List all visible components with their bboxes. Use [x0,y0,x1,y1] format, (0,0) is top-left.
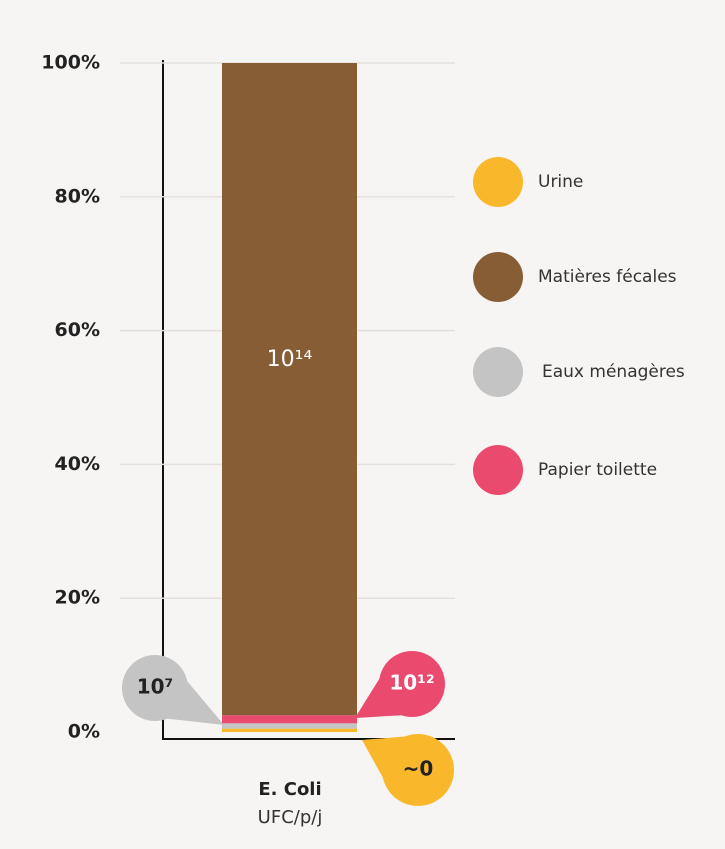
legend-label: Urine [538,172,583,192]
legend-swatch [473,157,523,207]
bar-segment [222,63,357,716]
bar-segment [222,728,357,732]
legend-swatch [473,347,523,397]
y-tick-label: 20% [55,587,100,609]
legend-label: Eaux ménagères [542,362,685,382]
callout-bubble [382,734,454,806]
unit-label: UFC/p/j [258,807,323,828]
bar-segment [222,723,357,729]
callout-bubble [122,655,188,721]
annotation: 10¹² [389,671,434,695]
y-tick-label: 0% [68,721,100,743]
legend-swatch [473,252,523,302]
callout-tail [167,681,224,725]
annotation: 10⁷ [137,675,174,699]
y-tick-label: 80% [55,185,100,207]
legend-label: Matières fécales [538,267,677,287]
y-tick-label: 60% [55,319,100,341]
y-tick-label: 40% [55,453,100,475]
bar-segment [222,715,357,724]
callout-bubble [379,651,445,717]
annotation: 10¹⁴ [267,347,313,372]
annotation: ~0 [403,757,434,781]
category-label: E. Coli [258,779,321,800]
legend-label: Papier toilette [538,460,657,480]
y-tick-label: 100% [41,52,100,74]
legend-swatch [473,445,523,495]
